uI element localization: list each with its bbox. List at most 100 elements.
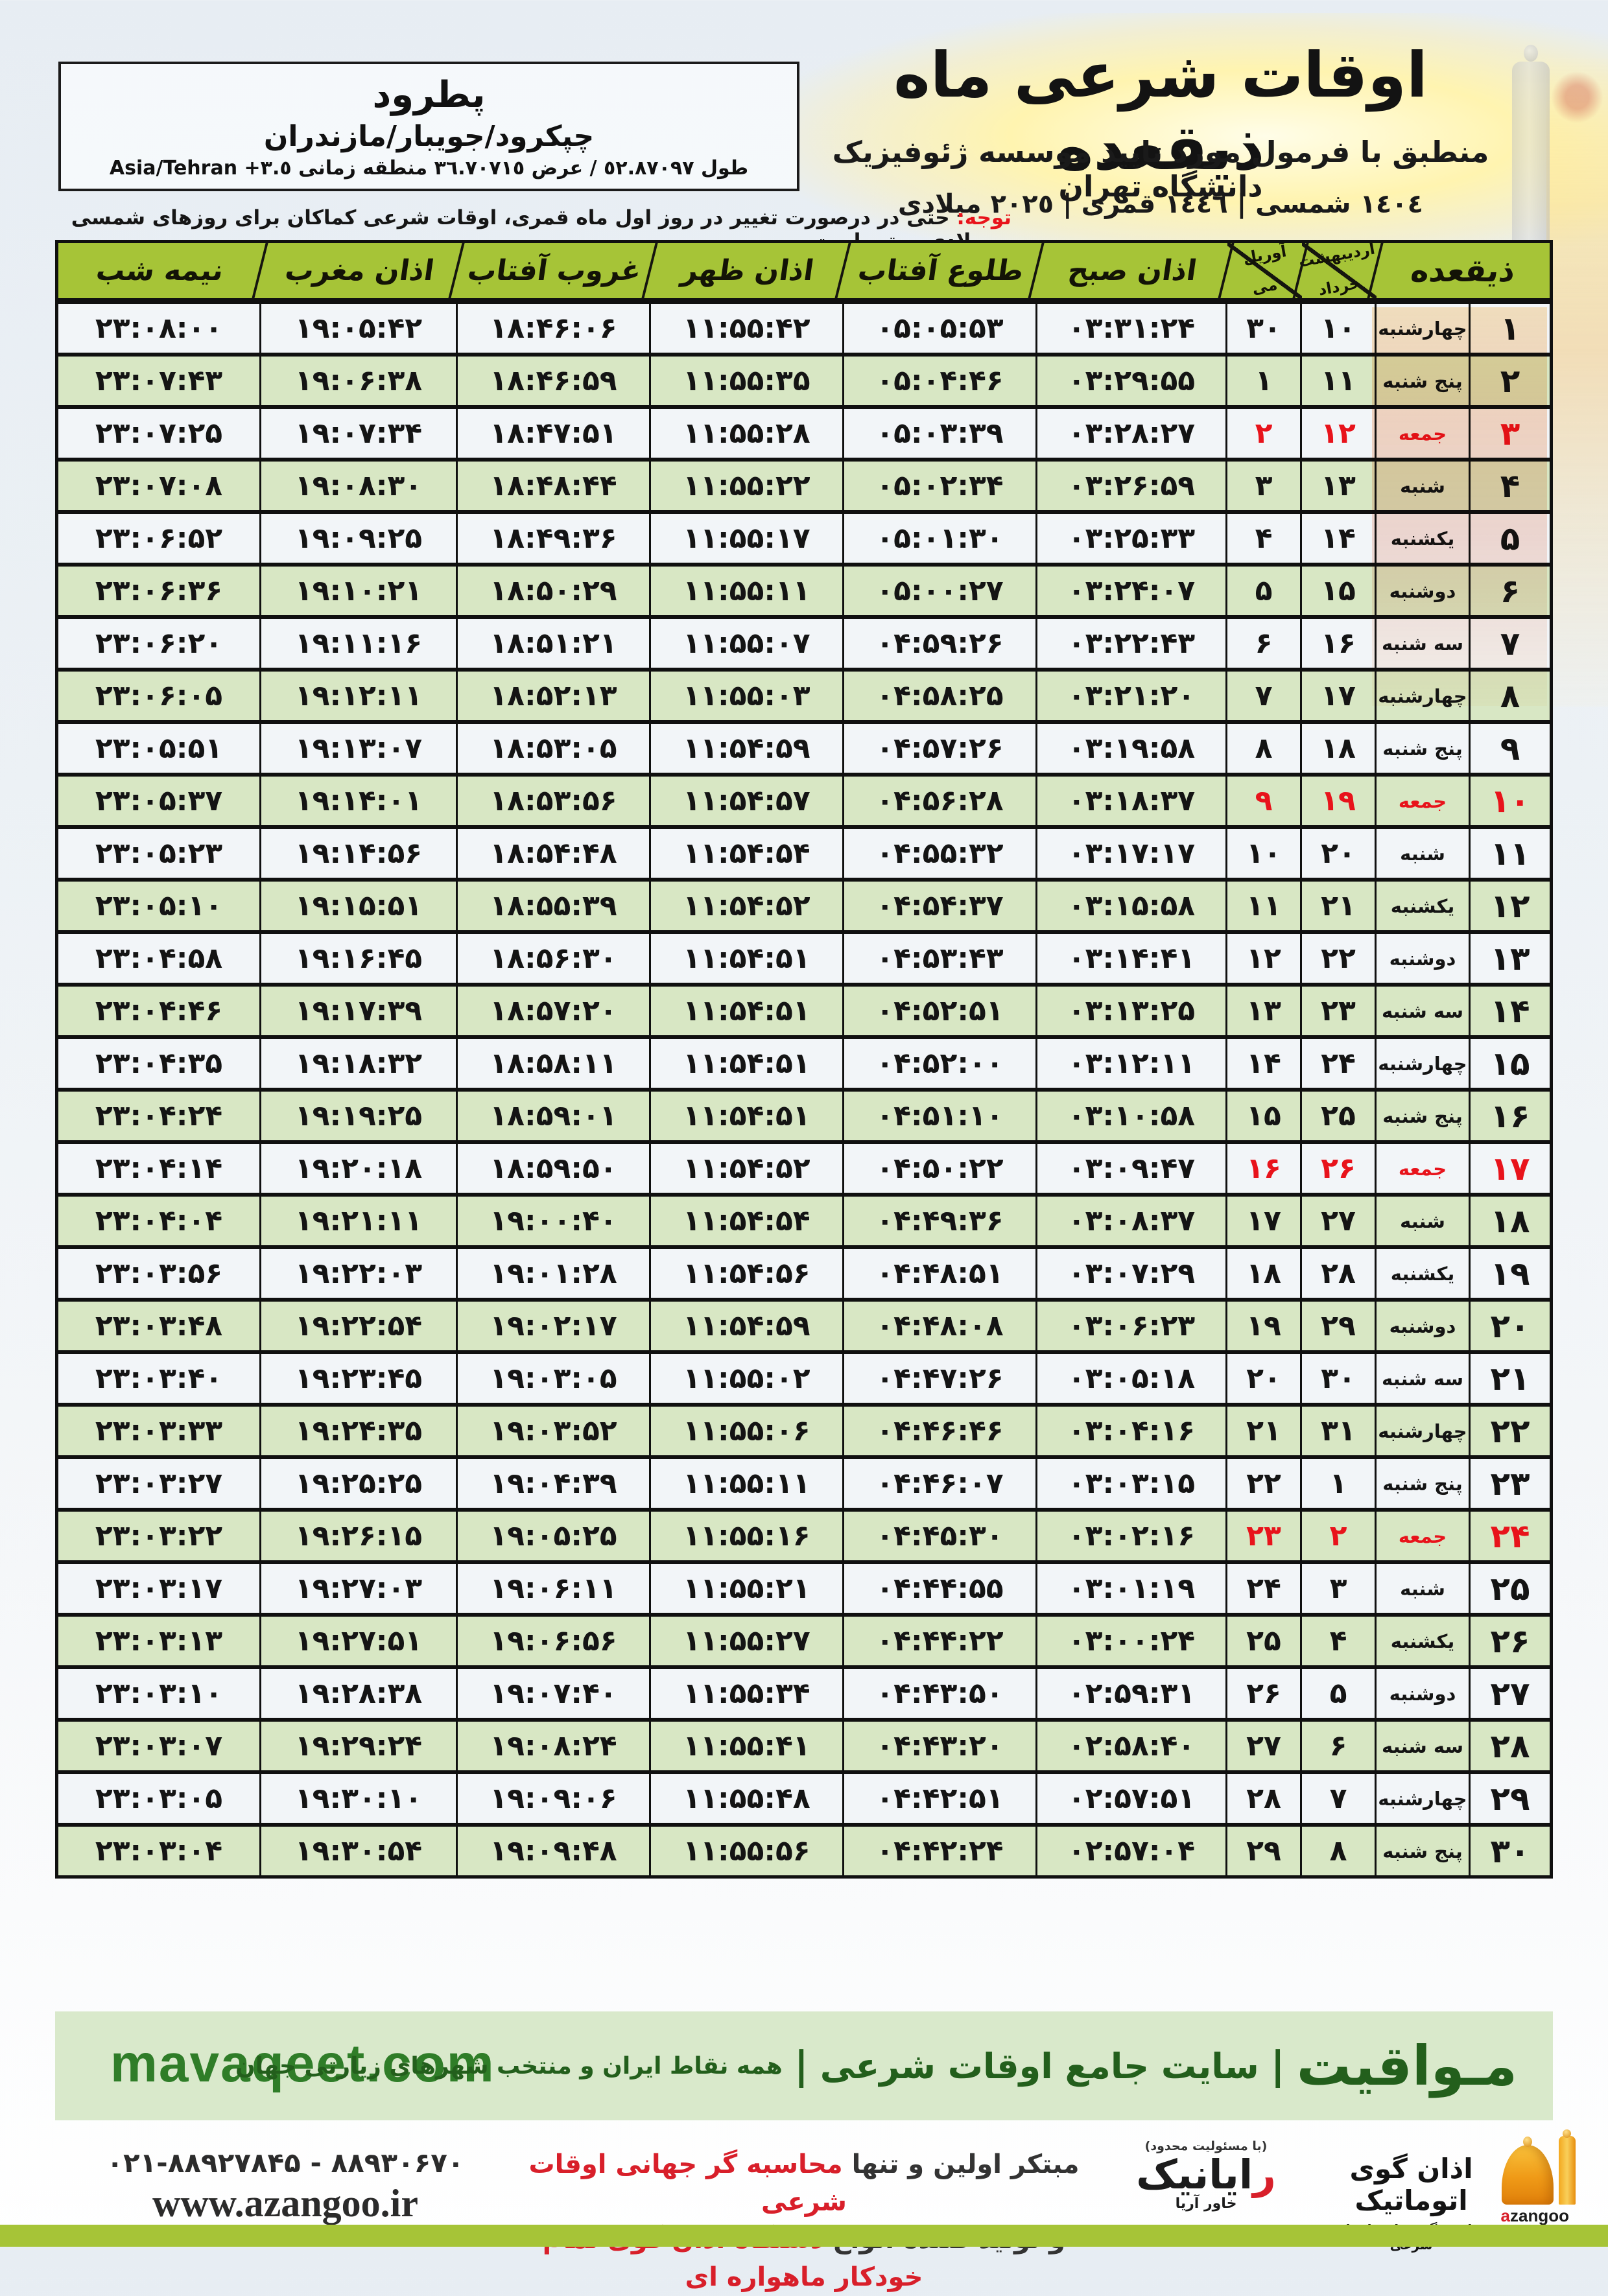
solar-day-cell: ۷: [1302, 1774, 1375, 1823]
qamari-day-cell: ۶: [1471, 567, 1550, 615]
qamari-day-cell: ۷: [1471, 619, 1550, 668]
solar-day-cell: ۴: [1302, 1617, 1375, 1665]
maghrib-time-cell: ۱۹:۲۱:۱۱: [261, 1197, 456, 1245]
gregorian-day-cell: ۲۶: [1227, 1669, 1300, 1718]
sunset-time-cell: ۱۸:۵۵:۳۹: [458, 882, 649, 930]
qamari-day-cell: ۱۲: [1471, 882, 1550, 930]
noon-time-cell: ۱۱:۵۵:۴۲: [651, 304, 842, 353]
fajr-time-cell: ۰۳:۰۴:۱۶: [1037, 1407, 1225, 1455]
sunset-time-cell: ۱۸:۵۳:۵۶: [458, 777, 649, 825]
table-row: ۱۲ یکشنبه ۲۱ ۱۱ ۰۳:۱۵:۵۸ ۰۴:۵۴:۳۷ ۱۱:۵۴:…: [58, 882, 1550, 930]
fajr-time-cell: ۰۳:۲۴:۰۷: [1037, 567, 1225, 615]
solar-day-cell: ۱۴: [1302, 514, 1375, 563]
sunset-time-cell: ۱۸:۴۶:۰۶: [458, 304, 649, 353]
noon-time-cell: ۱۱:۵۴:۵۴: [651, 1197, 842, 1245]
midnight-time-cell: ۲۳:۰۴:۵۸: [58, 934, 259, 983]
qamari-day-cell: ۱۸: [1471, 1197, 1550, 1245]
maghrib-time-cell: ۱۹:۰۶:۳۸: [261, 357, 456, 405]
sunset-time-cell: ۱۸:۵۸:۱۱: [458, 1039, 649, 1088]
noon-time-cell: ۱۱:۵۵:۴۸: [651, 1774, 842, 1823]
table-row: ۱۴ سه شنبه ۲۳ ۱۳ ۰۳:۱۳:۲۵ ۰۴:۵۲:۵۱ ۱۱:۵۴…: [58, 987, 1550, 1035]
sunset-time-cell: ۱۸:۵۱:۲۱: [458, 619, 649, 668]
table-row: ۲۰ دوشنبه ۲۹ ۱۹ ۰۳:۰۶:۲۳ ۰۴:۴۸:۰۸ ۱۱:۵۴:…: [58, 1302, 1550, 1350]
midnight-time-cell: ۲۳:۰۳:۰۴: [58, 1827, 259, 1875]
phone-numbers: ۰۲۱-۸۸۹۲۷۸۴۵ - ۸۸۹۳۰۶۷۰: [106, 2147, 464, 2179]
sunset-time-cell: ۱۹:۰۶:۵۶: [458, 1617, 649, 1665]
gregorian-day-cell: ۲۲: [1227, 1459, 1300, 1508]
location-coordinates: طول ٥٢.٨٧٠٩٧ / عرض ٣٦.٧٠٧١٥ منطقه زمانی …: [110, 157, 748, 180]
gregorian-day-cell: ۲۴: [1227, 1564, 1300, 1613]
table-row: ۱۱ شنبه ۲۰ ۱۰ ۰۳:۱۷:۱۷ ۰۴:۵۵:۳۲ ۱۱:۵۴:۵۴…: [58, 829, 1550, 878]
maghrib-time-cell: ۱۹:۲۸:۳۸: [261, 1669, 456, 1718]
weekday-cell: پنج شنبه: [1377, 1827, 1469, 1875]
solar-day-cell: ۱۶: [1302, 619, 1375, 668]
noon-time-cell: ۱۱:۵۵:۲۲: [651, 462, 842, 510]
noon-time-cell: ۱۱:۵۵:۱۱: [651, 567, 842, 615]
bottom-green-bar: [0, 2225, 1608, 2247]
solar-month-top-label: اردیبهشت: [1297, 239, 1377, 271]
column-header-gregorian-month: آوریل می: [1227, 242, 1302, 298]
sunrise-time-cell: ۰۴:۴۳:۵۰: [844, 1669, 1035, 1718]
qamari-day-cell: ۲۸: [1471, 1722, 1550, 1770]
fajr-time-cell: ۰۳:۰۲:۱۶: [1037, 1512, 1225, 1560]
table-row: ۲ پنج شنبه ۱۱ ۱ ۰۳:۲۹:۵۵ ۰۵:۰۴:۴۶ ۱۱:۵۵:…: [58, 357, 1550, 405]
table-row: ۱۳ دوشنبه ۲۲ ۱۲ ۰۳:۱۴:۴۱ ۰۴:۵۳:۴۳ ۱۱:۵۴:…: [58, 934, 1550, 983]
solar-day-cell: ۲۲: [1302, 934, 1375, 983]
solar-day-cell: ۱۷: [1302, 672, 1375, 720]
maghrib-time-cell: ۱۹:۳۰:۵۴: [261, 1827, 456, 1875]
sunrise-time-cell: ۰۴:۴۹:۳۶: [844, 1197, 1035, 1245]
qamari-day-cell: ۳: [1471, 409, 1550, 458]
fajr-time-cell: ۰۳:۰۸:۳۷: [1037, 1197, 1225, 1245]
location-name: پطرود: [372, 73, 486, 116]
midnight-time-cell: ۲۳:۰۵:۵۱: [58, 724, 259, 773]
midnight-time-cell: ۲۳:۰۳:۱۳: [58, 1617, 259, 1665]
azangoo-en-name: azangoo: [1501, 2206, 1569, 2226]
gregorian-day-cell: ۱۰: [1227, 829, 1300, 878]
sunrise-time-cell: ۰۴:۵۰:۲۲: [844, 1144, 1035, 1193]
weekday-cell: شنبه: [1377, 829, 1469, 878]
solar-day-cell: ۲: [1302, 1512, 1375, 1560]
sunrise-time-cell: ۰۴:۴۸:۵۱: [844, 1249, 1035, 1298]
table-row: ۲۴ جمعه ۲ ۲۳ ۰۳:۰۲:۱۶ ۰۴:۴۵:۳۰ ۱۱:۵۵:۱۶ …: [58, 1512, 1550, 1560]
fajr-time-cell: ۰۳:۰۹:۴۷: [1037, 1144, 1225, 1193]
solar-day-cell: ۲۴: [1302, 1039, 1375, 1088]
sunset-time-cell: ۱۸:۵۹:۰۱: [458, 1092, 649, 1140]
table-row: ۵ یکشنبه ۱۴ ۴ ۰۳:۲۵:۳۳ ۰۵:۰۱:۳۰ ۱۱:۵۵:۱۷…: [58, 514, 1550, 563]
table-row: ۸ چهارشنبه ۱۷ ۷ ۰۳:۲۱:۲۰ ۰۴:۵۸:۲۵ ۱۱:۵۵:…: [58, 672, 1550, 720]
gregorian-day-cell: ۱۳: [1227, 987, 1300, 1035]
gregorian-day-cell: ۶: [1227, 619, 1300, 668]
table-row: ۲۶ یکشنبه ۴ ۲۵ ۰۳:۰۰:۲۴ ۰۴:۴۴:۲۲ ۱۱:۵۵:۲…: [58, 1617, 1550, 1665]
weekday-cell: یکشنبه: [1377, 1249, 1469, 1298]
weekday-cell: جمعه: [1377, 409, 1469, 458]
dome-icon: [1502, 2137, 1554, 2205]
solar-day-cell: ۲۹: [1302, 1302, 1375, 1350]
maghrib-time-cell: ۱۹:۲۴:۳۵: [261, 1407, 456, 1455]
qamari-day-cell: ۱۷: [1471, 1144, 1550, 1193]
azangoo-en-initial: a: [1500, 2206, 1510, 2225]
gregorian-day-cell: ۸: [1227, 724, 1300, 773]
sunrise-time-cell: ۰۵:۰۴:۴۶: [844, 357, 1035, 405]
fajr-time-cell: ۰۳:۲۱:۲۰: [1037, 672, 1225, 720]
sunset-time-cell: ۱۹:۰۰:۴۰: [458, 1197, 649, 1245]
separator: |: [1270, 2043, 1285, 2089]
midnight-time-cell: ۲۳:۰۶:۰۵: [58, 672, 259, 720]
gregorian-day-cell: ۱۹: [1227, 1302, 1300, 1350]
sunrise-time-cell: ۰۵:۰۰:۲۷: [844, 567, 1035, 615]
column-header-fajr: اذان صبح: [1066, 254, 1199, 287]
sunrise-time-cell: ۰۴:۵۶:۲۸: [844, 777, 1035, 825]
solar-day-cell: ۲۸: [1302, 1249, 1375, 1298]
maghrib-time-cell: ۱۹:۰۷:۳۴: [261, 409, 456, 458]
location-region: چپکرود/جویبار/مازندران: [263, 119, 595, 153]
table-row: ۳۰ پنج شنبه ۸ ۲۹ ۰۲:۵۷:۰۴ ۰۴:۴۲:۲۴ ۱۱:۵۵…: [58, 1827, 1550, 1875]
maghrib-time-cell: ۱۹:۲۷:۰۳: [261, 1564, 456, 1613]
mavaqeet-banner-text: مـواقیت | سایت جامع اوقات شرعی | همه نقا…: [235, 2011, 1517, 2120]
solar-day-cell: ۲۷: [1302, 1197, 1375, 1245]
gregorian-day-cell: ۵: [1227, 567, 1300, 615]
maghrib-time-cell: ۱۹:۱۴:۰۱: [261, 777, 456, 825]
sunset-time-cell: ۱۸:۴۹:۳۶: [458, 514, 649, 563]
fajr-time-cell: ۰۳:۱۰:۵۸: [1037, 1092, 1225, 1140]
midnight-time-cell: ۲۳:۰۳:۰۷: [58, 1722, 259, 1770]
solar-day-cell: ۱۸: [1302, 724, 1375, 773]
midnight-time-cell: ۲۳:۰۴:۴۶: [58, 987, 259, 1035]
maghrib-time-cell: ۱۹:۱۷:۳۹: [261, 987, 456, 1035]
